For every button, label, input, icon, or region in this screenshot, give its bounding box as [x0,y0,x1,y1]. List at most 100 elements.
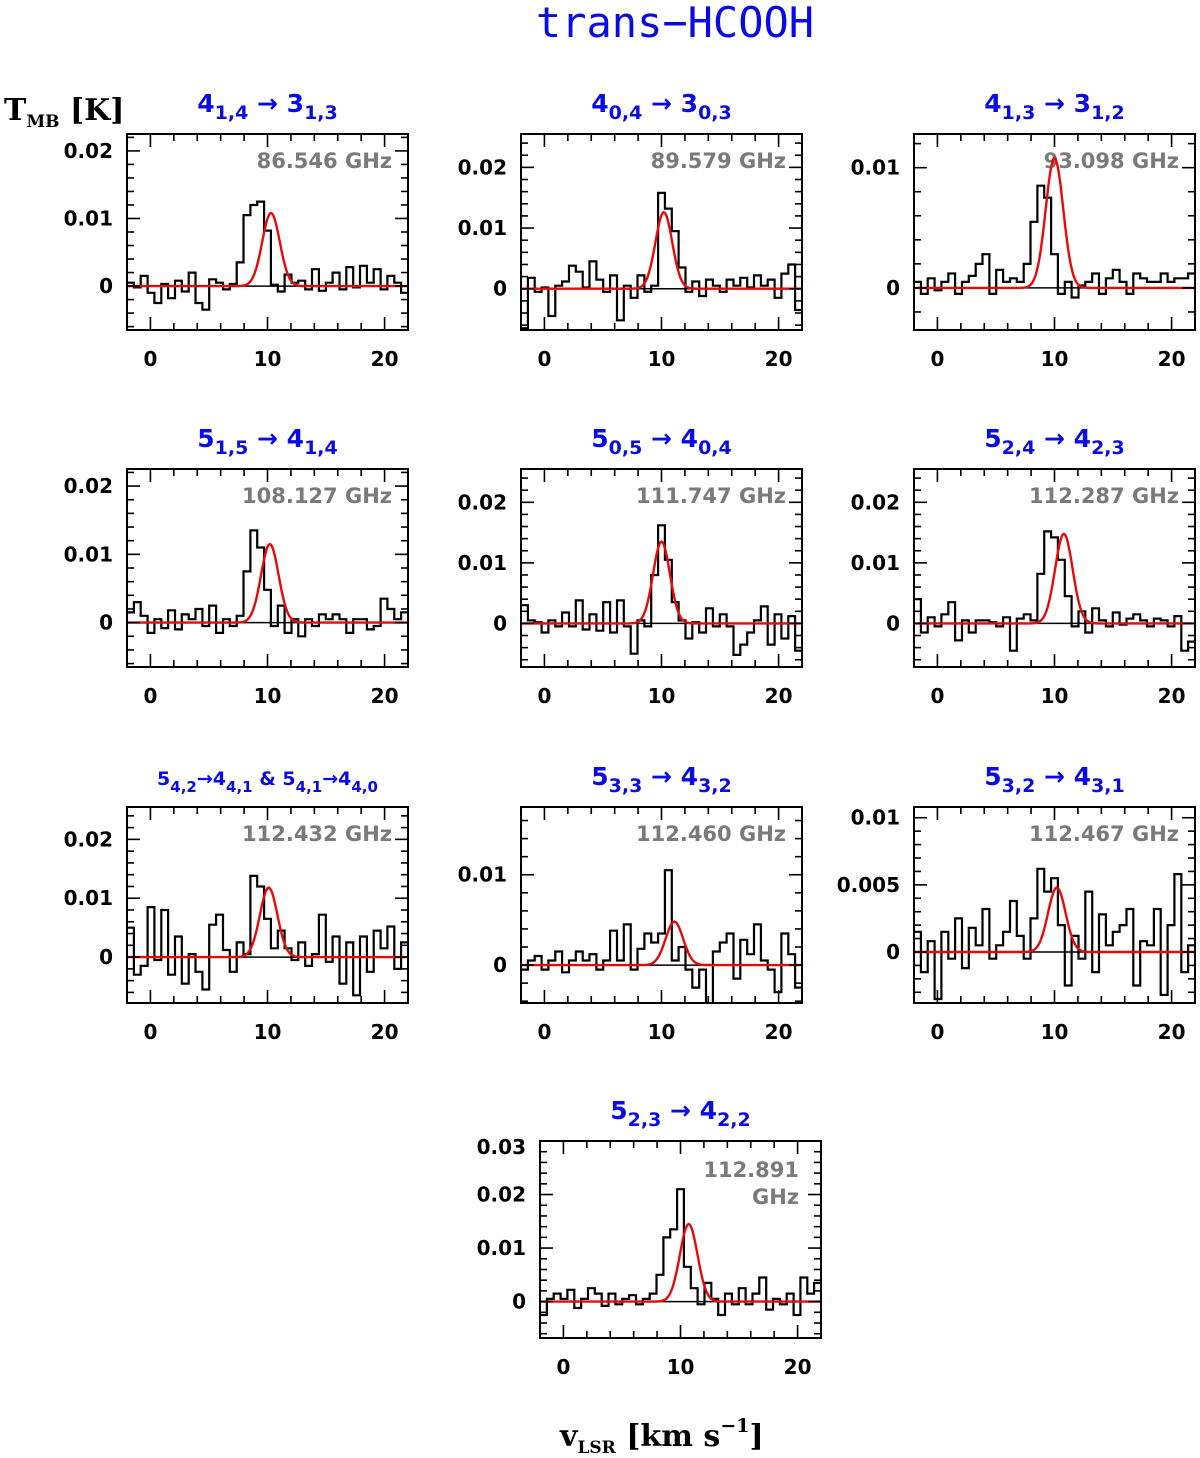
y-tick-label: 0.02 [64,827,113,851]
x-tick-label: 0 [143,684,157,708]
panel-title: 51,5 → 41,4 [197,424,338,459]
x-tick-label: 0 [930,1020,944,1044]
y-tick-label: 0.02 [477,1183,526,1207]
frequency-label: 112.460 GHz [636,822,786,846]
frequency-label: 93.098 GHz [1044,149,1179,173]
y-tick-label: 0 [886,611,900,635]
panel-title: 52,3 → 42,2 [610,1096,751,1131]
y-axis-label-unit: [K] [60,93,125,128]
transition-lower-subscript: 3,2 [698,775,732,797]
transition-arrow: → [322,768,338,790]
y-tick-label: 0 [493,953,507,977]
transition-lower-subscript: 1,4 [304,437,338,459]
x-tick-label: 10 [1041,347,1069,371]
frequency-label: 112.467 GHz [1029,822,1179,846]
spectrum-histogram [914,530,1195,652]
y-tick-label: 0 [886,276,900,300]
transition-lower-level: 3 [287,89,304,118]
spectrum-histogram [127,874,408,997]
y-tick-label: 0 [512,1290,526,1314]
gaussian-fit-curve [127,211,408,288]
transition-lower-level: 4 [1074,762,1091,791]
spectrum-panel: 51,5 → 41,4 108.127 GHz 0 10 20 0 0.01 0.02 [64,424,409,708]
x-tick-label: 20 [371,684,399,708]
x-tick-label: 10 [648,684,676,708]
y-tick-label: 0.01 [851,551,900,575]
x-tick-label: 10 [648,1020,676,1044]
y-tick-label: 0.01 [851,806,900,830]
frequency-label: 112.432 GHz [242,822,392,846]
spectrum-panel: 53,3 → 43,2 112.460 GHz 0 10 20 0 0.01 [458,762,803,1044]
gaussian-fit-curve [914,886,1195,954]
transition-lower-subscript: 0,4 [698,437,732,459]
panel-title: 50,5 → 40,4 [591,424,732,459]
gaussian-fit-curve [914,532,1195,625]
x-tick-label: 0 [537,684,551,708]
transition-lower-level: 4 [681,762,698,791]
transition-lower-subscript: 2,3 [1091,437,1125,459]
transition-lower-subscript: 1,3 [304,102,338,124]
y-tick-label: 0 [493,277,507,301]
y-tick-label: 0.01 [477,1236,526,1260]
x-tick-label: 0 [930,684,944,708]
panel-title: 52,4 → 42,3 [984,424,1125,459]
y-tick-label: 0.02 [458,155,507,179]
x-axis-label-main: v [559,1419,579,1454]
transition-upper-level: 5 [610,1096,627,1125]
y-tick-label: 0.02 [458,490,507,514]
y-tick-label: 0.01 [458,216,507,240]
spectrum-panel: 41,3 → 31,2 93.098 GHz 0 10 20 0 0.01 [851,89,1196,371]
transition-lower-subscript: 0,3 [698,102,732,124]
y-tick-label: 0.01 [458,863,507,887]
y-tick-label: 0 [99,274,113,298]
x-tick-label: 20 [371,1020,399,1044]
x-axis-label-sub: LSR [577,1438,616,1458]
x-tick-label: 20 [371,347,399,371]
panel-title: 53,2 → 43,1 [984,762,1125,797]
transition-upper-subscript: 0,5 [609,437,643,459]
y-axis-label-main: T [4,93,27,128]
transition-arrow: → [197,768,213,790]
x-tick-label: 20 [1158,684,1186,708]
y-tick-label: 0 [99,611,113,635]
x-tick-label: 20 [784,1355,812,1379]
transition-arrow: → [1035,762,1073,791]
x-tick-label: 10 [254,1020,282,1044]
transition-arrow: → [642,762,680,791]
transition-arrow: → [248,424,286,453]
frequency-label: GHz [752,1185,799,1209]
transition-lower-subscript: 4,0 [351,778,378,796]
y-axis-label-sub: MB [26,112,59,132]
y-tick-label: 0.02 [851,490,900,514]
panel-title: 53,3 → 43,2 [591,762,732,797]
x-tick-label: 10 [648,347,676,371]
transition-arrow: → [1035,424,1073,453]
transition-lower-subscript: 4,1 [226,778,253,796]
transition-lower-level: 4 [287,424,304,453]
y-tick-label: 0.02 [64,474,113,498]
x-tick-label: 10 [667,1355,695,1379]
transition-upper-level: 5 [984,424,1001,453]
spectrum-panel: 40,4 → 30,3 89.579 GHz 0 10 20 0 0.01 0.02 [458,89,803,371]
transition-upper-subscript: 1,4 [215,102,249,124]
spectrum-panel: 52,4 → 42,3 112.287 GHz 0 10 20 0 0.01 0.02 [851,424,1196,708]
transition-lower-level: 3 [681,89,698,118]
transition-upper-subscript: 3,3 [609,775,643,797]
gaussian-fit-curve [540,1222,821,1303]
panel-title: 41,4 → 31,3 [197,89,338,124]
transition-joiner: & [253,768,283,790]
transition-lower-subscript: 3,1 [1091,775,1125,797]
transition-upper-subscript: 4,1 [296,778,323,796]
x-tick-label: 0 [143,1020,157,1044]
gaussian-fit-curve [521,210,802,290]
spectrum-histogram [521,869,802,1003]
spectrum-histogram [127,529,408,638]
x-tick-label: 20 [765,684,793,708]
figure-title: trans−HCOOH [536,0,814,47]
transition-lower-subscript: 1,2 [1091,102,1125,124]
transition-upper-level: 5 [591,762,608,791]
spectrum-histogram [914,184,1195,299]
y-tick-label: 0.01 [64,206,113,230]
